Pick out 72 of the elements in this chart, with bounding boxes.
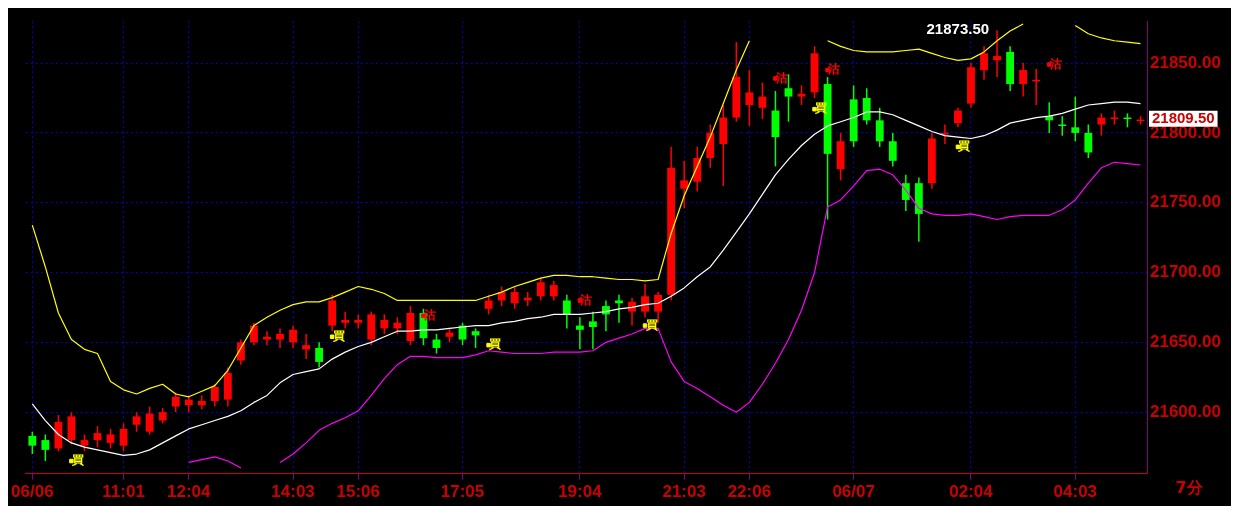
candlestick <box>993 29 1001 78</box>
text: 沽 <box>1049 56 1062 71</box>
y-tick-label: 21700.00 <box>1150 262 1221 282</box>
candlestick <box>250 322 258 346</box>
text: 買 <box>645 317 658 332</box>
x-tick-label: 15:06 <box>336 482 380 502</box>
x-tick-label: 02:04 <box>949 482 994 502</box>
x-tick-label: 12:04 <box>167 482 212 502</box>
text: 買 <box>489 337 502 352</box>
x-tick-label: 11:01 <box>102 482 145 502</box>
candlestick <box>693 146 702 193</box>
candlestick <box>236 338 245 366</box>
candlestick <box>758 81 767 120</box>
candlestick <box>197 394 206 411</box>
candlestick <box>302 333 310 360</box>
text: 沽 <box>580 292 593 307</box>
candlestick <box>875 107 884 148</box>
x-tick-label: 22:06 <box>727 482 772 502</box>
text: 21873.50 <box>926 20 990 38</box>
candlestick <box>380 313 389 335</box>
x-axis-title: 7分 <box>1175 477 1204 497</box>
candlestick <box>145 405 154 436</box>
candlestick <box>575 316 584 351</box>
x-tick-label: 19:04 <box>558 482 603 502</box>
candlestick <box>263 330 271 346</box>
candlestick <box>341 310 350 330</box>
candlestick <box>315 341 324 369</box>
x-tick-label: 06/07 <box>832 482 875 502</box>
text: 買 <box>71 453 84 468</box>
x-tick-label: 21:03 <box>662 482 706 502</box>
y-tick-label: 21600.00 <box>1150 401 1221 421</box>
candlestick <box>289 324 297 349</box>
candlestick <box>680 160 689 210</box>
candlestick <box>132 411 141 433</box>
text: 21809.50 <box>1152 108 1215 126</box>
x-tick-label: 06/06 <box>11 482 54 502</box>
candlestick <box>210 383 219 408</box>
candlestick <box>615 294 623 324</box>
candlestick <box>888 132 897 168</box>
candlestick <box>510 285 519 310</box>
candlestick <box>354 313 363 330</box>
candlestick <box>1097 112 1106 137</box>
candlestick <box>745 69 754 127</box>
candlestick <box>484 294 493 316</box>
series-label: 沽 <box>422 307 436 322</box>
candlestick <box>1019 62 1028 98</box>
candlestick <box>1071 95 1080 143</box>
candlestick <box>41 433 50 462</box>
candlestick <box>276 327 284 349</box>
text: 買 <box>958 138 971 153</box>
candlestick <box>954 107 962 129</box>
candlestick <box>628 296 636 327</box>
candlestick <box>549 280 558 302</box>
candlestick <box>901 174 910 212</box>
y-tick-label: 21850.00 <box>1150 52 1221 72</box>
y-tick-label: 21750.00 <box>1150 192 1221 212</box>
x-tick-label: 04:03 <box>1053 482 1098 502</box>
series-label: 買 <box>331 328 345 343</box>
candlestick <box>797 84 806 106</box>
candlestick <box>1084 123 1093 159</box>
text: 沽 <box>828 62 841 77</box>
candlestick <box>862 87 871 126</box>
candlestick <box>28 430 37 455</box>
candlestick <box>980 45 988 81</box>
candlestick <box>641 282 649 318</box>
x-tick-label: 17:05 <box>440 482 485 502</box>
text: 沽 <box>775 70 788 85</box>
x-tick-label: 14:03 <box>271 482 315 502</box>
y-tick-label: 21650.00 <box>1150 332 1221 352</box>
candlestick <box>536 277 545 302</box>
candlestick <box>119 422 128 453</box>
candlestick <box>562 294 571 330</box>
